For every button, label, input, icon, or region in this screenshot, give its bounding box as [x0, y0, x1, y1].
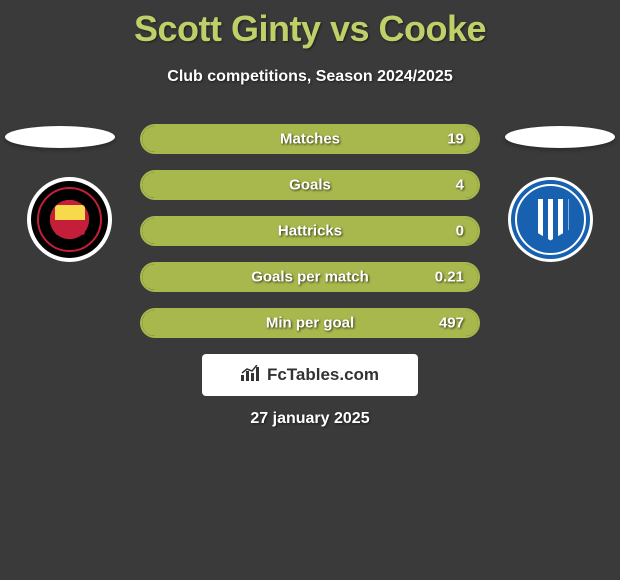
- stat-value: 19: [447, 131, 464, 148]
- date-label: 27 january 2025: [0, 410, 620, 428]
- chart-icon: [241, 365, 261, 386]
- stat-label: Hattricks: [278, 223, 342, 240]
- stat-bar-matches: Matches 19: [140, 124, 480, 154]
- team-right-badge-stripes: [533, 199, 569, 241]
- team-left-badge: [27, 177, 112, 262]
- stat-label: Goals per match: [251, 269, 369, 286]
- stats-container: Matches 19 Goals 4 Hattricks 0 Goals per…: [140, 124, 480, 354]
- stat-label: Min per goal: [266, 315, 354, 332]
- stat-label: Matches: [280, 131, 340, 148]
- stat-bar-min-per-goal: Min per goal 497: [140, 308, 480, 338]
- stat-value: 0: [456, 223, 464, 240]
- stat-label: Goals: [289, 177, 331, 194]
- team-right-badge: [508, 177, 593, 262]
- team-left-badge-center: [55, 205, 85, 235]
- stat-bar-goals-per-match: Goals per match 0.21: [140, 262, 480, 292]
- stat-value: 0.21: [435, 269, 464, 286]
- stat-value: 4: [456, 177, 464, 194]
- player-right-placeholder: [505, 126, 615, 148]
- subtitle: Club competitions, Season 2024/2025: [0, 68, 620, 86]
- stat-bar-hattricks: Hattricks 0: [140, 216, 480, 246]
- brand-logo[interactable]: FcTables.com: [202, 354, 418, 396]
- stat-bar-goals: Goals 4: [140, 170, 480, 200]
- brand-text: FcTables.com: [267, 365, 379, 385]
- player-left-placeholder: [5, 126, 115, 148]
- page-title: Scott Ginty vs Cooke: [0, 0, 620, 50]
- stat-value: 497: [439, 315, 464, 332]
